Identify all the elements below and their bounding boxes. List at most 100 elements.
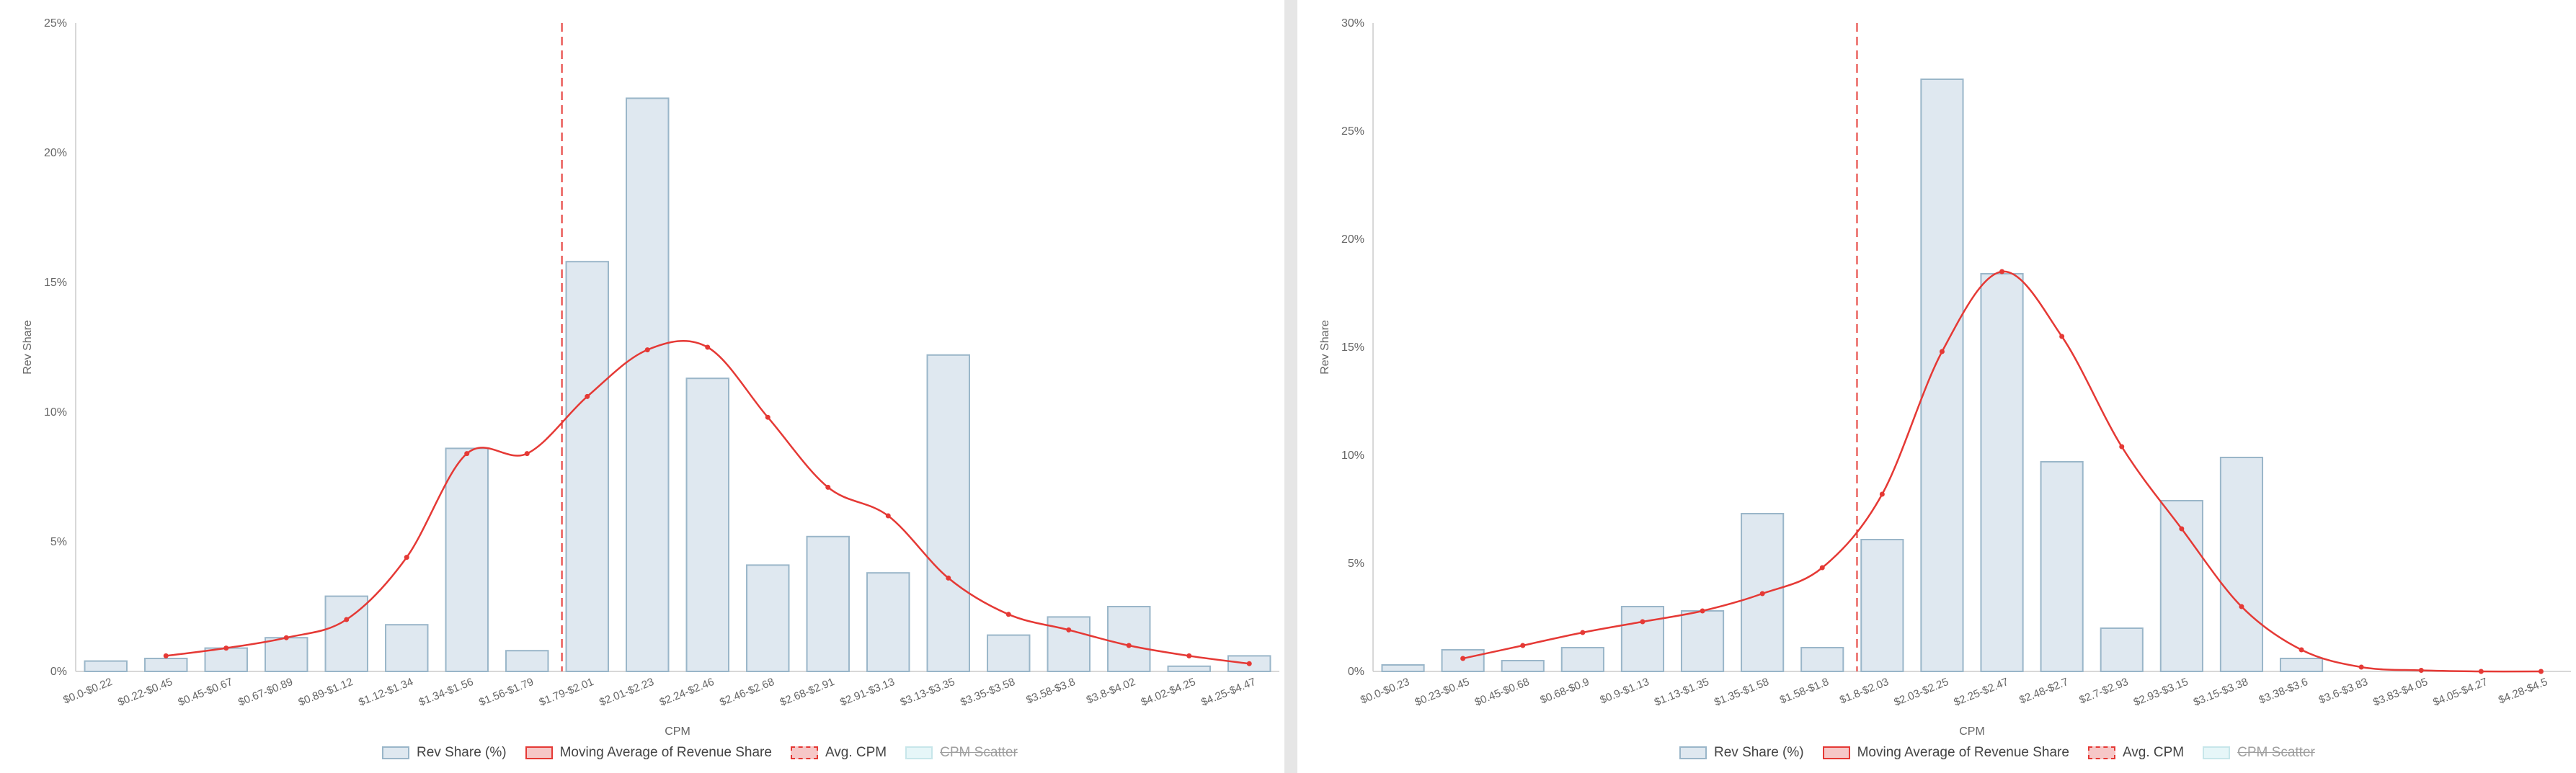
rev-share-bar — [1167, 665, 1211, 672]
y-tick-label: 25% — [1341, 125, 1364, 138]
rev-share-bar — [1501, 660, 1545, 672]
moving-average-point — [765, 414, 770, 420]
rev-share-bar — [1980, 273, 2024, 672]
x-tick-label: $0.0-$0.22 — [61, 676, 114, 707]
x-tick-label: $1.79-$2.01 — [538, 676, 596, 709]
x-tick-label: $2.01-$2.23 — [598, 676, 656, 709]
x-tick-label: $1.8-$2.03 — [1838, 676, 1891, 707]
rev-share-bar — [505, 650, 549, 673]
legend-label-rev-share: Rev Share (%) — [417, 745, 507, 760]
x-tick-label: $0.23-$0.45 — [1413, 676, 1472, 709]
x-tick-label: $1.58-$1.8 — [1778, 676, 1831, 707]
x-tick-label: $3.58-$3.8 — [1024, 676, 1077, 707]
y-tick-label: 30% — [1341, 17, 1364, 30]
x-tick-label: $0.0-$0.23 — [1359, 676, 1411, 707]
x-tick-label: $1.56-$1.79 — [477, 676, 536, 709]
y-tick-label: 15% — [44, 277, 67, 289]
moving-average-point — [1005, 612, 1011, 617]
moving-average-line — [166, 339, 1250, 665]
moving-average-point — [2179, 526, 2185, 532]
legend-label-cpm-scatter: CPM Scatter — [940, 745, 1018, 760]
legend-item-cpm-scatter[interactable]: CPM Scatter — [905, 745, 1018, 761]
moving-average-point — [2119, 444, 2125, 450]
y-axis-title: Rev Share — [1319, 320, 1331, 375]
x-tick-label: $0.22-$0.45 — [116, 676, 174, 709]
x-tick-label: $0.68-$0.9 — [1538, 676, 1591, 707]
moving-average-point — [163, 653, 169, 658]
x-tick-label: $3.15-$3.38 — [2192, 676, 2250, 709]
moving-average-point — [2418, 668, 2424, 673]
x-axis-title: CPM — [665, 725, 690, 738]
moving-average-point — [825, 484, 831, 490]
legend-item-rev-share[interactable]: Rev Share (%) — [382, 745, 507, 761]
legend-label-avg-cpm: Avg. CPM — [825, 745, 887, 760]
moving-average-point — [2478, 669, 2484, 674]
legend-item-cpm-scatter[interactable]: CPM Scatter — [2203, 745, 2315, 761]
x-tick-label: $1.13-$1.35 — [1653, 676, 1711, 709]
moving-average-point — [2358, 664, 2364, 670]
rev-share-bar — [1860, 539, 1904, 672]
y-tick-label: 20% — [44, 147, 67, 159]
x-tick-label: $2.03-$2.25 — [1892, 676, 1950, 709]
x-tick-label: $0.89-$1.12 — [297, 676, 355, 709]
rev-share-swatch-icon — [382, 746, 409, 759]
x-tick-label: $1.34-$1.56 — [417, 676, 476, 709]
x-tick-label: $3.35-$3.58 — [959, 676, 1017, 709]
x-tick-label: $3.83-$4.05 — [2371, 676, 2430, 709]
y-tick-label: 25% — [44, 17, 67, 30]
x-tick-label: $4.05-$4.27 — [2431, 676, 2490, 709]
legend-item-moving-average[interactable]: Moving Average of Revenue Share — [1822, 745, 2069, 761]
rev-share-bar — [385, 624, 429, 673]
right-chart-legend: Rev Share (%) Moving Average of Revenue … — [1679, 745, 2334, 761]
rev-share-bar — [1047, 616, 1091, 673]
rev-share-bar — [1620, 606, 1665, 672]
rev-share-bar — [866, 572, 910, 673]
moving-average-point — [404, 555, 409, 560]
moving-average-point — [2059, 334, 2065, 339]
rev-share-bar — [144, 658, 188, 672]
y-tick-label: 10% — [44, 406, 67, 419]
cpm-scatter-swatch-icon — [905, 746, 933, 759]
moving-average-swatch-icon — [1822, 746, 1850, 759]
x-tick-label: $3.38-$3.6 — [2257, 676, 2310, 707]
legend-item-avg-cpm[interactable]: Avg. CPM — [2087, 745, 2185, 761]
x-tick-label: $0.45-$0.67 — [177, 676, 235, 709]
x-tick-label: $2.24-$2.46 — [658, 676, 716, 709]
right-chart-panel: 0% 5% 10% 15% 20% 25% 30% Rev Share $0.0-$0.23 $0… — [1297, 0, 2576, 773]
moving-average-point — [585, 393, 590, 399]
rev-share-bar — [926, 354, 970, 672]
moving-average-point — [885, 513, 891, 519]
x-tick-label: $2.25-$2.47 — [1952, 676, 2010, 709]
moving-average-point — [1700, 608, 1705, 614]
avg-cpm-swatch-icon — [2087, 746, 2115, 759]
legend-item-moving-average[interactable]: Moving Average of Revenue Share — [525, 745, 772, 761]
y-tick-label: 10% — [1341, 450, 1364, 462]
x-tick-label: $4.02-$4.25 — [1140, 676, 1198, 709]
left-chart-panel: 0% 5% 10% 15% 20% 25% Rev Share $0.0-$0.22 $0.22… — [0, 0, 1284, 773]
legend-label-moving-average: Moving Average of Revenue Share — [1857, 745, 2069, 760]
right-chart-svg: 0%5%10%15%20%25%30%Rev Share$0.0-$0.23 $0… — [1319, 17, 2571, 738]
rev-share-bar — [2279, 658, 2324, 672]
rev-share-bar — [565, 261, 609, 672]
legend-item-avg-cpm[interactable]: Avg. CPM — [790, 745, 887, 761]
y-tick-label: 15% — [1341, 341, 1364, 354]
moving-average-point — [1640, 619, 1645, 625]
x-tick-label: $2.91-$3.13 — [838, 676, 897, 709]
x-tick-label: $2.48-$2.7 — [2017, 676, 2070, 707]
x-tick-label: $2.46-$2.68 — [718, 676, 776, 709]
rev-share-bar — [2159, 500, 2203, 672]
moving-average-point — [1246, 661, 1252, 666]
rev-share-bar — [1920, 79, 1964, 672]
rev-share-bar — [806, 535, 850, 672]
moving-average-point — [2538, 669, 2544, 674]
legend-label-cpm-scatter: CPM Scatter — [2237, 745, 2315, 760]
legend-item-rev-share[interactable]: Rev Share (%) — [1679, 745, 1804, 761]
rev-share-bar — [685, 377, 729, 672]
x-tick-label: $2.68-$2.91 — [778, 676, 837, 709]
left-chart-svg: 0% 5% 10% 15% 20% 25% Rev Share $0.0-$0.22 $0.22… — [22, 17, 1279, 738]
legend-label-moving-average: Moving Average of Revenue Share — [559, 745, 772, 760]
moving-average-point — [1186, 653, 1192, 658]
moving-average-point — [1819, 565, 1825, 571]
legend-label-avg-cpm: Avg. CPM — [2122, 745, 2185, 760]
x-tick-label: $0.9-$1.13 — [1599, 676, 1651, 707]
